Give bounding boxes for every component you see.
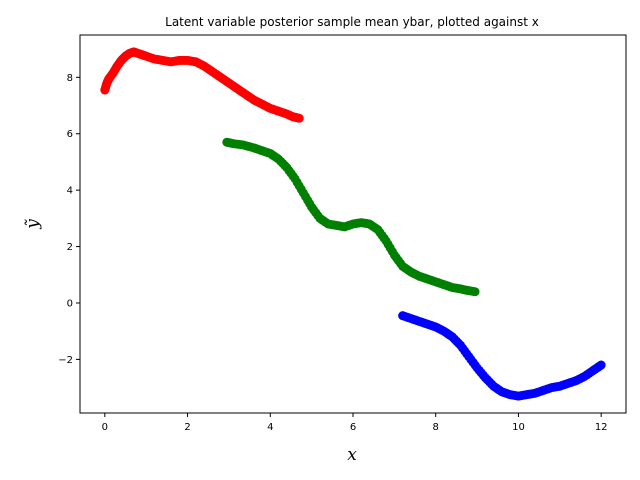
data-point [470,287,480,297]
y-tick-label: 6 [67,129,73,140]
x-tick-label: 4 [267,422,273,433]
y-tick-label: 2 [67,242,73,253]
y-tick-label: 8 [67,73,73,84]
series-0 [100,47,304,123]
x-tick-label: 8 [433,422,439,433]
data-point [294,113,304,123]
x-tick-label: 0 [102,422,108,433]
x-tick-label: 2 [184,422,190,433]
chart-title: Latent variable posterior sample mean yb… [165,15,539,29]
x-axis: 0 2 4 6 8 10 12 [102,413,608,433]
points-layer [100,47,606,401]
series-2 [398,311,606,401]
y-tick-label: 0 [67,298,73,309]
series-1 [222,137,480,297]
y-axis-label: ỹ [23,219,43,230]
data-point [596,360,606,370]
x-tick-label: 12 [595,422,608,433]
x-tick-label: 10 [512,422,525,433]
y-tick-label: 4 [67,186,73,197]
y-tick-label: −2 [58,355,73,366]
x-tick-label: 6 [350,422,356,433]
y-axis: −2 0 2 4 6 8 [58,73,80,366]
x-axis-label: x [347,445,357,465]
